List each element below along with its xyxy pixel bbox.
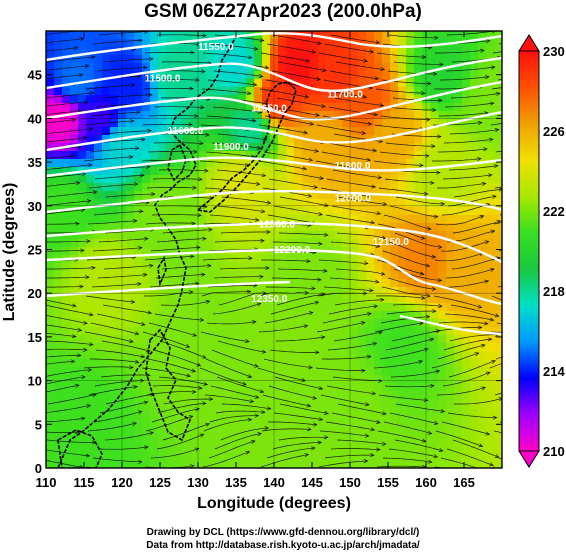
colorbar-tick-label: 230 — [543, 44, 565, 59]
grid-lines — [46, 31, 502, 468]
x-tick-label: 115 — [74, 475, 95, 490]
contour-line — [46, 222, 502, 264]
contour-label: 12200.0 — [274, 245, 311, 256]
x-tick-label: 165 — [453, 475, 475, 490]
x-tick-label: 145 — [301, 475, 323, 490]
page-title: GSM 06Z27Apr2023 (200.0hPa) — [144, 1, 422, 22]
contour-label: 12150.0 — [373, 237, 410, 248]
contour-label: 11500.0 — [145, 74, 181, 85]
y-tick-label: 15 — [28, 330, 42, 345]
contour-label: 11800.0 — [335, 161, 371, 172]
coastline-philippines — [145, 328, 191, 442]
contour-line — [46, 56, 502, 93]
credit-line-2: Data from http://database.rish.kyoto-u.a… — [146, 540, 420, 551]
colorbar: 210 214 218 222 226 230 — [518, 34, 565, 468]
colorbar-min-arrow — [518, 450, 540, 468]
x-tick-label: 120 — [111, 475, 133, 490]
credit-line-1: Drawing by DCL (https://www.gfd-dennou.o… — [146, 527, 420, 538]
contour-line — [46, 280, 291, 298]
colorbar-tick-label: 222 — [543, 204, 565, 219]
colorbar-body — [518, 50, 540, 452]
x-tick-label: 135 — [225, 475, 247, 490]
contour-line — [399, 314, 502, 336]
contour-label: 11550.0 — [198, 42, 234, 53]
y-tick-label: 35 — [28, 155, 42, 170]
height-contours — [46, 32, 502, 336]
coastline-borneo — [57, 429, 103, 468]
contour-label: 12000.0 — [335, 193, 372, 204]
y-tick-label: 10 — [28, 374, 42, 389]
contour-line — [46, 156, 502, 178]
colorbar-tick-label: 226 — [543, 124, 565, 139]
x-axis-label: Longitude (degrees) — [197, 495, 351, 512]
coastline-taiwan — [157, 255, 167, 288]
coastline-china — [57, 35, 237, 468]
contour-label: 11600.0 — [168, 126, 204, 137]
colorbar-max-arrow — [518, 34, 540, 52]
contour-line — [46, 80, 502, 121]
coastline-korea — [167, 143, 187, 182]
coastlines — [57, 35, 297, 468]
y-axis: 0 5 10 15 20 25 30 35 40 45 — [28, 68, 502, 476]
y-tick-label: 20 — [28, 286, 42, 301]
x-tick-label: 140 — [263, 475, 285, 490]
x-tick-label: 130 — [187, 475, 209, 490]
contour-label: 12350.0 — [251, 294, 288, 305]
contour-labels: 11550.0 11500.0 11700.0 11650.0 11600.0 11900… — [145, 42, 410, 305]
contour-label: 11700.0 — [327, 89, 363, 100]
coastline-japan — [196, 81, 297, 213]
contour-line — [46, 248, 502, 306]
y-tick-label: 30 — [28, 199, 42, 214]
x-tick-label: 155 — [377, 475, 399, 490]
contour-line — [46, 32, 502, 62]
y-tick-label: 40 — [28, 111, 42, 126]
colorbar-tick-label: 210 — [543, 444, 565, 459]
contour-label: 11900.0 — [213, 142, 249, 153]
x-tick-label: 160 — [415, 475, 437, 490]
contour-line — [46, 110, 502, 152]
contour-line — [46, 189, 502, 214]
y-tick-label: 45 — [28, 68, 42, 83]
contour-label: 12300.0 — [259, 220, 296, 231]
x-tick-label: 110 — [36, 475, 57, 490]
y-tick-label: 25 — [28, 243, 42, 258]
y-axis-label: Latitude (degrees) — [1, 183, 18, 322]
x-tick-label: 125 — [149, 475, 171, 490]
x-axis: 110 115 120 125 130 135 140 145 150 155 160 165 — [36, 31, 475, 490]
colorbar-tick-label: 214 — [543, 364, 565, 379]
contour-label: 11650.0 — [251, 103, 287, 114]
colorbar-tick-label: 218 — [543, 284, 565, 299]
y-tick-label: 5 — [35, 417, 42, 432]
y-tick-label: 0 — [35, 461, 42, 476]
x-tick-label: 150 — [339, 475, 361, 490]
